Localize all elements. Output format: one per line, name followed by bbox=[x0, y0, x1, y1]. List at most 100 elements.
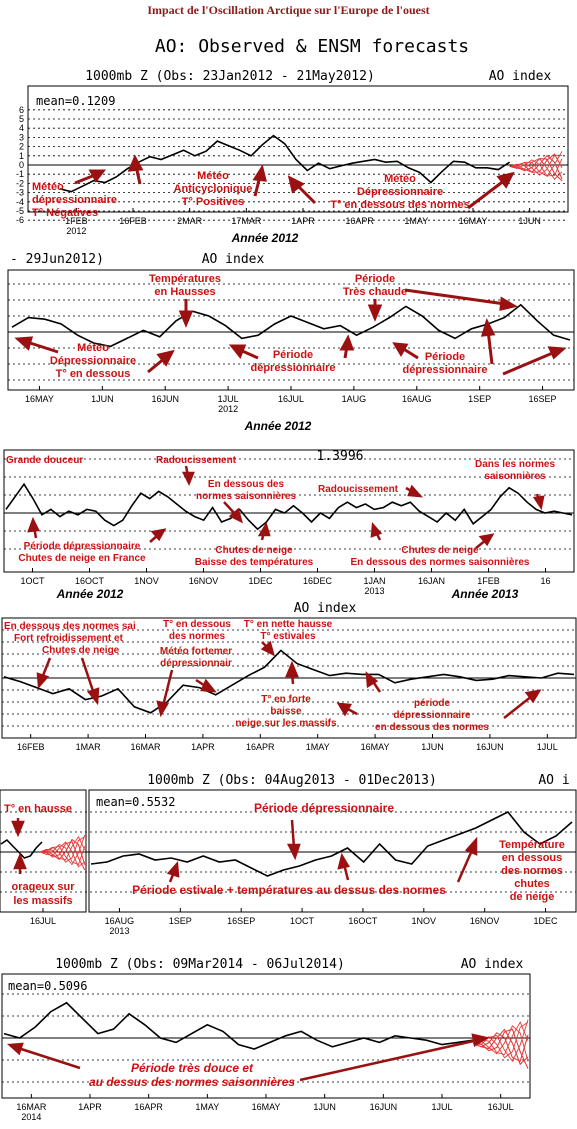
chart-2-arrowhead-2 bbox=[156, 349, 175, 367]
chart-2-xtick-label: 16JUN bbox=[151, 394, 179, 404]
chart-3-arrowhead-8 bbox=[478, 533, 495, 547]
chart-4-arrowhead-8 bbox=[365, 671, 379, 689]
chart-2-arrowhead-7 bbox=[499, 296, 519, 311]
page-title: Impact de l'Oscillation Arctique sur l'E… bbox=[147, 3, 430, 17]
chart-6-forecast-member bbox=[473, 1025, 529, 1062]
chart-4-annotation-3: Météo fortemer dépressionnair bbox=[160, 646, 232, 669]
chart-6-xtick-label: 1JUN bbox=[313, 1102, 336, 1112]
chart-4-svg: AO index 16FEB 1MAR 16MAR 1APR 16APR 1MAY 16MA… bbox=[1, 601, 577, 752]
chart-5-frame bbox=[88, 789, 577, 913]
chart-5-arrowhead-4 bbox=[166, 860, 180, 878]
chart-5-xtick-label: 16NOV bbox=[470, 916, 500, 926]
chart-2-xtick-label: 16AUG bbox=[402, 394, 432, 404]
chart-4-arrowhead-6 bbox=[285, 660, 299, 678]
chart-1-arrow-4 bbox=[296, 184, 317, 205]
chart-1-title: AO: Observed & ENSM forecasts bbox=[155, 36, 469, 57]
chart-6-forecast-member bbox=[473, 1032, 529, 1062]
chart-5-inset-forecast-member bbox=[39, 843, 86, 866]
chart-1-xtick-label: 16MAY bbox=[459, 216, 488, 226]
chart-6-index-label: AO index bbox=[461, 957, 524, 972]
chart-1-ytick-label: -5 bbox=[16, 206, 24, 216]
chart-3-annotation-6: Radoucissement bbox=[318, 484, 399, 495]
chart-2-xtick-label: 1AUG bbox=[342, 394, 367, 404]
chart-3-xtick-label: 1OCT bbox=[20, 576, 45, 586]
chart-5-xtick-label: 1DEC bbox=[534, 916, 559, 926]
chart-5-index-label: AO i bbox=[538, 773, 569, 788]
chart-4-arrow-9 bbox=[503, 695, 533, 719]
chart-1-ytick-label: 1 bbox=[19, 151, 24, 161]
chart-3-xtick-label: 1DEC bbox=[248, 576, 273, 586]
chart-1-ytick-label: -2 bbox=[16, 178, 24, 188]
chart-panel-3: 1.3996 1OCT 16OCT 1NOV 16NOV 1DEC 16DEC 1JAN 20… bbox=[0, 436, 577, 606]
chart-3-ygrid bbox=[4, 458, 574, 550]
chart-6-arrowhead-1 bbox=[6, 1042, 24, 1056]
chart-6-forecast-member bbox=[473, 1028, 529, 1069]
chart-1-ytick-label: -3 bbox=[16, 188, 24, 198]
chart-4-xtick-label: 1MAR bbox=[76, 742, 102, 752]
chart-5-xtick-label: 1SEP bbox=[169, 916, 192, 926]
chart-1-xtick-label: 1FEB 2012 bbox=[65, 216, 88, 236]
chart-4-arrowhead-2 bbox=[86, 687, 100, 706]
chart-3-xtick-label: 16NOV bbox=[189, 576, 219, 586]
chart-2-header: - 29Jun2012) bbox=[10, 252, 104, 267]
chart-1-forecast-member bbox=[509, 153, 563, 173]
chart-5-annotation-5: Température en dessous des normes chutes de … bbox=[499, 839, 565, 903]
chart-1-ytick-label: -6 bbox=[16, 215, 24, 225]
chart-4-annotation-5: T° en forte baisse neige sur les massifs bbox=[235, 694, 337, 729]
chart-1-ytick-label: -1 bbox=[16, 169, 24, 179]
chart-1-index-label: AO index bbox=[489, 69, 552, 84]
chart-4-xtick-label: 1MAY bbox=[306, 742, 330, 752]
chart-3-xtick-label: 16OCT bbox=[75, 576, 105, 586]
chart-4-annotation-1: En dessous des normes sai Fort refroidiss… bbox=[4, 621, 136, 656]
chart-2-arrowhead-4 bbox=[228, 344, 247, 359]
chart-5-xtick-label: 16OCT bbox=[348, 916, 378, 926]
chart-4-xtick-label: 16MAR bbox=[130, 742, 161, 752]
chart-6-xtick-label: 16JUN bbox=[370, 1102, 398, 1112]
chart-4-arrowhead-7 bbox=[336, 702, 353, 717]
chart-5-annotation-1: T° en hausse bbox=[4, 803, 72, 815]
chart-5-inset-forecast-member bbox=[39, 841, 86, 871]
chart-5-annotation-3: Période dépressionnaire bbox=[254, 801, 394, 815]
chart-3-xlabel-2: Année 2013 bbox=[451, 587, 519, 601]
chart-3-series-line bbox=[5, 482, 573, 531]
chart-6-arrow-1 bbox=[17, 1046, 81, 1070]
chart-6-xtick-label: 16MAY bbox=[252, 1102, 281, 1112]
chart-5-annotation-2: orageux sur les massifs bbox=[12, 881, 76, 907]
chart-4-xtick-label: 16APR bbox=[246, 742, 275, 752]
chart-4-arrowhead-3 bbox=[156, 700, 169, 718]
chart-3-xlabel: Année 2012 bbox=[56, 587, 124, 601]
chart-6-annotation-1: Période très douce et au dessus des norme… bbox=[89, 1061, 295, 1089]
chart-2-index-label: AO index bbox=[202, 252, 265, 267]
chart-1-ytick-label: 5 bbox=[19, 114, 24, 124]
chart-2-arrow-1 bbox=[26, 340, 59, 354]
chart-3-annotation-4: En dessous des normes saisonnières bbox=[196, 479, 296, 502]
chart-1-forecast-member bbox=[509, 158, 563, 182]
chart-1-arrow-1 bbox=[74, 173, 96, 185]
chart-2-arrow-7 bbox=[404, 288, 506, 306]
chart-2-xtick-label: 16JUL bbox=[278, 394, 304, 404]
chart-2-xtick-label: 1JUL 2012 bbox=[218, 394, 239, 414]
chart-1-xtick-label: 1APR bbox=[291, 216, 315, 226]
chart-5-svg: 1000mb Z (Obs: 04Aug2013 - 01Dec2013) AO… bbox=[0, 773, 577, 936]
chart-1-arrowhead-3 bbox=[252, 164, 267, 182]
chart-4-annotation-4: T° en nette hausse T° estivales bbox=[244, 619, 333, 642]
chart-2-annotation-2: Températures en Hausses bbox=[149, 273, 221, 298]
chart-3-xtick-label: 1NOV bbox=[134, 576, 159, 586]
chart-2-xtick-label: 16MAY bbox=[25, 394, 54, 404]
chart-6-xtick-label: 1APR bbox=[78, 1102, 102, 1112]
chart-1-xtick-label: 2MAR bbox=[177, 216, 203, 226]
chart-2-xlabel: Année 2012 bbox=[244, 419, 312, 433]
chart-2-arrowhead-8 bbox=[392, 342, 409, 357]
chart-4-annotation-6: période dépressionnaire en dessous des nor… bbox=[375, 698, 489, 733]
chart-5-arrowhead-5 bbox=[337, 852, 350, 870]
chart-2-xtick-label: 16SEP bbox=[529, 394, 557, 404]
chart-6-ygrid bbox=[2, 993, 530, 1083]
chart-3-arrowhead-7 bbox=[370, 521, 383, 538]
chart-4-xtick-label: 16FEB bbox=[17, 742, 45, 752]
chart-3-arrowhead-9 bbox=[532, 495, 545, 511]
chart-1-xticks: 1FEB 2012 16FEB 2MAR 17MAR 1APR 16APR 1MAY 16MAY… bbox=[65, 208, 541, 236]
chart-1-frame bbox=[27, 85, 569, 213]
chart-2-svg: - 29Jun2012) AO index 16MAY 1JUN 16JUN 1JUL… bbox=[7, 252, 575, 433]
chart-5-inset-line bbox=[0, 838, 43, 859]
chart-5-ygrid bbox=[0, 811, 576, 893]
